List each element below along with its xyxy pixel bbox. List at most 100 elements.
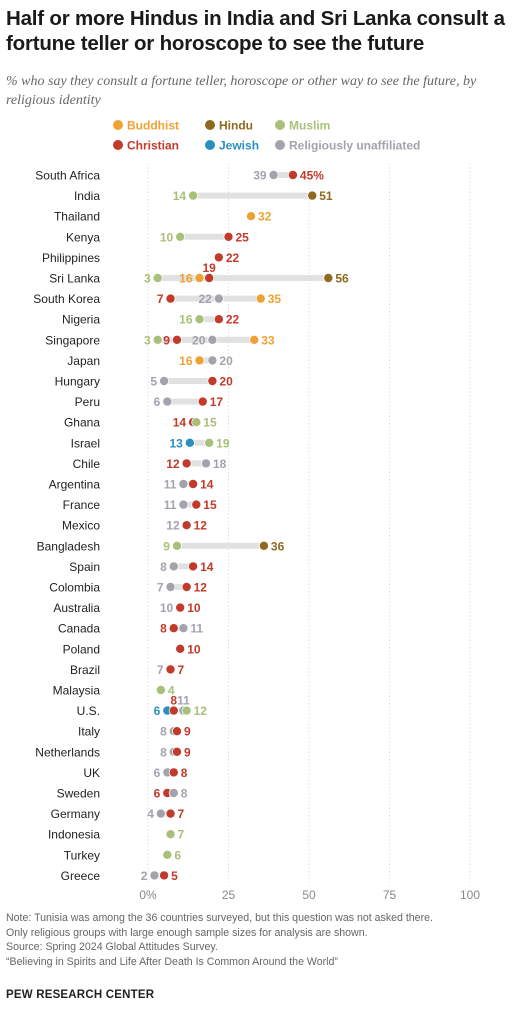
dot-spain-christian [188,561,199,572]
legend-swatch-muslim [275,120,285,130]
dot-israel-jewish [184,437,195,448]
value-label-canada-religiously-unaffiliated: 11 [190,622,203,636]
country-label-australia: Australia [53,601,100,615]
country-label-brazil: Brazil [70,663,100,677]
value-label-south-africa-religiously-unaffiliated: 39 [253,169,267,183]
legend-swatch-christian [113,140,123,150]
value-label-turkey-muslim: 6 [174,848,181,862]
value-label-singapore-religiously-unaffiliated: 20 [192,333,206,347]
dot-south-africa-christian [287,170,298,181]
value-label-u-s-christian: 8 [170,694,177,708]
dot-greece-religiously-unaffiliated [149,870,160,881]
country-label-canada: Canada [58,622,100,636]
country-label-colombia: Colombia [49,581,100,595]
dot-south-korea-buddhist [255,293,266,304]
value-label-netherlands-religiously-unaffiliated: 8 [160,745,167,759]
country-label-spain: Spain [69,560,100,574]
dot-bangladesh-hindu [258,540,269,551]
country-label-peru: Peru [75,395,100,409]
value-label-france-christian: 15 [203,498,217,512]
dot-singapore-christian [171,334,182,345]
country-label-indonesia: Indonesia [48,828,100,842]
legend-swatch-buddhist [113,120,123,130]
country-label-hungary: Hungary [55,375,100,389]
dot-thailand-buddhist [246,211,257,222]
dot-peru-christian [197,396,208,407]
legend-label-hindu: Hindu [219,119,253,133]
value-label-singapore-christian: 9 [163,333,170,347]
value-label-peru-christian: 17 [210,395,224,409]
dot-singapore-muslim [152,334,163,345]
value-label-ghana-muslim: 15 [203,416,217,430]
dot-canada-christian [168,623,179,634]
value-label-australia-religiously-unaffiliated: 10 [160,601,174,615]
value-label-israel-muslim: 19 [216,436,230,450]
country-label-india: India [74,189,100,203]
dot-germany-religiously-unaffiliated [155,808,166,819]
country-label-malaysia: Malaysia [53,684,101,698]
legend-label-religiously-unaffiliated: Religiously unaffiliated [289,139,420,153]
value-label-mexico-christian: 12 [194,519,208,533]
organization-logo-text: PEW RESEARCH CENTER [6,989,155,1001]
dot-bangladesh-muslim [171,540,182,551]
value-label-hungary-religiously-unaffiliated: 5 [150,375,157,389]
value-label-chile-christian: 12 [166,457,180,471]
value-label-colombia-religiously-unaffiliated: 7 [157,581,164,595]
value-label-bangladesh-muslim: 9 [163,539,170,553]
value-label-philippines-christian: 22 [226,251,240,265]
country-label-nigeria: Nigeria [62,313,100,327]
value-label-u-s-muslim: 12 [194,704,208,718]
value-label-sri-lanka-muslim: 3 [144,272,151,286]
footnotes: Note: Tunisia was among the 36 countries… [6,911,516,969]
value-label-uk-christian: 8 [181,766,188,780]
value-label-singapore-buddhist: 33 [261,333,275,347]
value-label-chile-religiously-unaffiliated: 18 [213,457,227,471]
country-label-philippines: Philippines [42,251,100,265]
country-label-japan: Japan [67,354,100,368]
value-label-argentina-christian: 14 [200,478,214,492]
legend-label-christian: Christian [127,139,179,153]
value-label-uk-religiously-unaffiliated: 6 [154,766,161,780]
country-label-turkey: Turkey [64,848,100,862]
value-label-brazil-christian: 7 [178,663,185,677]
value-label-ghana-christian: 14 [173,416,187,430]
dot-sri-lanka-hindu [323,272,334,283]
value-label-bangladesh-hindu: 36 [271,539,285,553]
country-label-argentina: Argentina [49,478,101,492]
note-line-1: Note: Tunisia was among the 36 countries… [6,912,433,924]
dot-netherlands-christian [171,746,182,757]
value-label-u-s-jewish: 6 [154,704,161,718]
dot-peru-religiously-unaffiliated [162,396,173,407]
x-tick-label-25: 25 [222,888,236,902]
value-label-indonesia-muslim: 7 [178,828,185,842]
value-label-south-korea-christian: 7 [157,292,164,306]
dot-hungary-religiously-unaffiliated [159,375,170,386]
value-label-spain-religiously-unaffiliated: 8 [160,560,167,574]
dot-south-korea-christian [165,293,176,304]
dot-indonesia-muslim [165,829,176,840]
country-label-germany: Germany [51,807,100,821]
value-label-argentina-religiously-unaffiliated: 11 [164,478,177,492]
value-label-netherlands-christian: 9 [184,745,191,759]
legend-swatch-hindu [205,120,215,130]
dot-nigeria-christian [213,314,224,325]
dot-sri-lanka-christian [204,272,215,283]
dot-colombia-christian [181,581,192,592]
value-label-india-muslim: 14 [173,189,187,203]
dot-mexico-christian [181,520,192,531]
dot-u-s-christian [168,705,179,716]
dot-singapore-buddhist [249,334,260,345]
source-line: Source: Spring 2024 Global Attitudes Sur… [6,941,218,953]
value-label-kenya-christian: 25 [236,230,250,244]
dot-u-s-muslim [181,705,192,716]
value-label-greece-christian: 5 [171,869,178,883]
dot-turkey-muslim [162,849,173,860]
dot-nigeria-muslim [194,314,205,325]
report-line: “Believing in Spirits and Life After Dea… [6,955,338,968]
dot-france-religiously-unaffiliated [178,499,189,510]
value-label-germany-christian: 7 [178,807,185,821]
value-label-germany-religiously-unaffiliated: 4 [147,807,154,821]
country-label-south-africa: South Africa [35,169,100,183]
dot-india-hindu [307,190,318,201]
dot-chile-religiously-unaffiliated [200,458,211,469]
